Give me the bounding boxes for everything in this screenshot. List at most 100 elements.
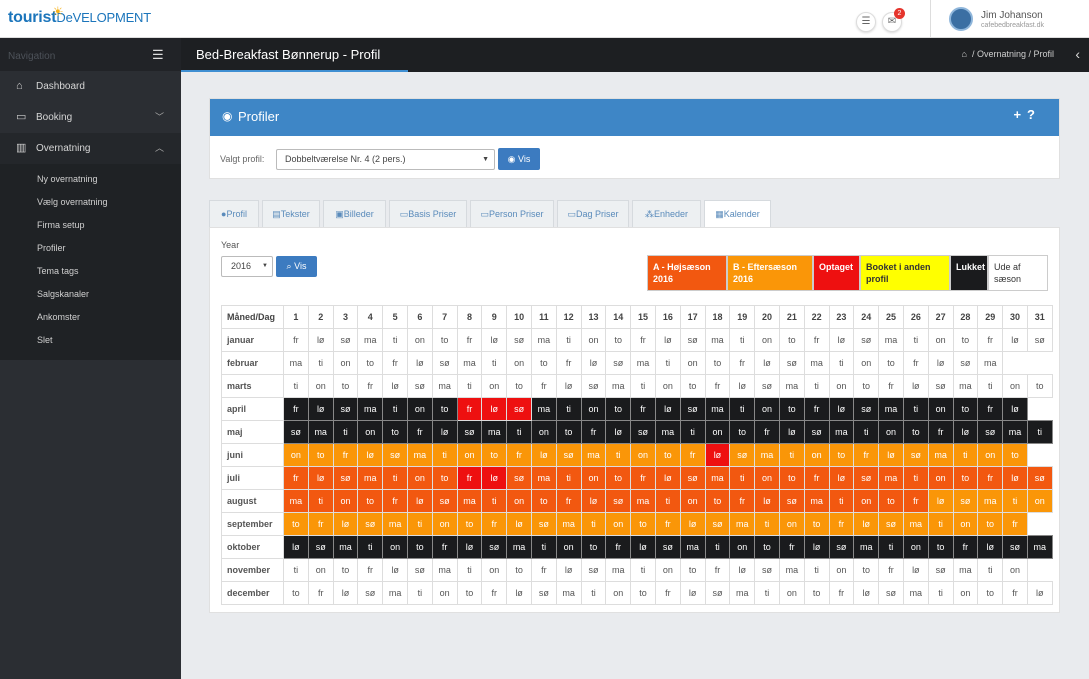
day-cell[interactable]: fr bbox=[902, 489, 929, 513]
day-cell[interactable]: lø bbox=[828, 397, 855, 421]
day-cell[interactable]: fr bbox=[803, 466, 830, 490]
day-cell[interactable]: fr bbox=[456, 466, 483, 490]
day-cell[interactable]: lø bbox=[307, 397, 334, 421]
day-cell[interactable]: fr bbox=[530, 558, 557, 582]
day-cell[interactable]: sø bbox=[878, 512, 904, 536]
day-cell[interactable]: to bbox=[382, 420, 408, 444]
day-cell[interactable]: to bbox=[927, 535, 954, 559]
day-cell[interactable]: ti bbox=[580, 581, 607, 605]
day-cell[interactable]: on bbox=[679, 489, 706, 513]
day-cell[interactable]: to bbox=[853, 374, 880, 398]
day-cell[interactable]: on bbox=[754, 397, 780, 421]
day-cell[interactable]: lø bbox=[878, 443, 904, 467]
day-cell[interactable]: to bbox=[977, 581, 1004, 605]
day-cell[interactable]: ti bbox=[654, 489, 681, 513]
day-cell[interactable]: sø bbox=[530, 581, 557, 605]
day-cell[interactable]: to bbox=[952, 466, 979, 490]
day-cell[interactable]: on bbox=[654, 374, 681, 398]
day-cell[interactable]: ti bbox=[704, 535, 731, 559]
day-cell[interactable]: to bbox=[803, 512, 830, 536]
day-cell[interactable]: sø bbox=[828, 535, 855, 559]
tab-basis-priser[interactable]: ▭Basis Priser bbox=[389, 200, 467, 227]
day-cell[interactable]: lø bbox=[803, 535, 830, 559]
day-cell[interactable]: sø bbox=[630, 420, 656, 444]
chevron-left-icon[interactable]: ‹ bbox=[1075, 46, 1080, 62]
day-cell[interactable]: ti bbox=[406, 581, 433, 605]
day-cell[interactable]: on bbox=[952, 512, 979, 536]
day-cell[interactable]: sø bbox=[530, 512, 557, 536]
tab-enheder[interactable]: ⁂Enheder bbox=[632, 200, 701, 227]
day-cell[interactable]: lø bbox=[828, 466, 855, 490]
plus-icon[interactable]: + bbox=[1013, 107, 1028, 122]
day-cell[interactable]: on bbox=[927, 397, 954, 421]
day-cell[interactable]: ti bbox=[283, 558, 309, 582]
day-cell[interactable]: ma bbox=[729, 512, 756, 536]
day-cell[interactable]: sø bbox=[382, 443, 408, 467]
day-cell[interactable]: sø bbox=[927, 374, 954, 398]
day-cell[interactable]: lø bbox=[654, 328, 681, 352]
tab-tekster[interactable]: ▤Tekster bbox=[262, 200, 320, 227]
day-cell[interactable]: to bbox=[704, 351, 731, 375]
day-cell[interactable]: lø bbox=[555, 558, 582, 582]
day-cell[interactable]: ti bbox=[754, 581, 780, 605]
day-cell[interactable]: on bbox=[828, 374, 855, 398]
day-cell[interactable]: ti bbox=[754, 512, 780, 536]
day-cell[interactable]: lø bbox=[902, 558, 929, 582]
day-cell[interactable]: ti bbox=[729, 397, 756, 421]
day-cell[interactable]: on bbox=[828, 558, 855, 582]
day-cell[interactable]: ma bbox=[952, 374, 979, 398]
day-cell[interactable]: fr bbox=[927, 420, 954, 444]
day-cell[interactable]: fr bbox=[357, 374, 384, 398]
day-cell[interactable]: ma bbox=[530, 397, 557, 421]
day-cell[interactable]: sø bbox=[283, 420, 309, 444]
day-cell[interactable]: lø bbox=[307, 328, 334, 352]
day-cell[interactable]: sø bbox=[927, 558, 954, 582]
day-cell[interactable]: lø bbox=[555, 374, 582, 398]
day-cell[interactable]: to bbox=[853, 558, 880, 582]
day-cell[interactable]: fr bbox=[828, 512, 855, 536]
day-cell[interactable]: on bbox=[580, 466, 607, 490]
subnav-item-profiler[interactable]: Profiler bbox=[37, 243, 66, 253]
day-cell[interactable]: sø bbox=[605, 489, 632, 513]
day-cell[interactable]: on bbox=[754, 466, 780, 490]
tab-person-priser[interactable]: ▭Person Priser bbox=[470, 200, 554, 227]
day-cell[interactable]: ma bbox=[431, 374, 458, 398]
day-cell[interactable]: sø bbox=[431, 351, 458, 375]
day-cell[interactable]: to bbox=[654, 443, 681, 467]
day-cell[interactable]: on bbox=[1002, 558, 1028, 582]
day-cell[interactable]: lø bbox=[506, 512, 532, 536]
day-cell[interactable]: sø bbox=[679, 466, 706, 490]
day-cell[interactable]: fr bbox=[803, 328, 830, 352]
day-cell[interactable]: fr bbox=[481, 512, 508, 536]
day-cell[interactable]: ti bbox=[307, 489, 334, 513]
day-cell[interactable]: ti bbox=[828, 351, 855, 375]
day-cell[interactable]: on bbox=[704, 420, 731, 444]
day-cell[interactable]: on bbox=[506, 351, 532, 375]
day-cell[interactable]: ti bbox=[605, 443, 632, 467]
subnav-item-ankomster[interactable]: Ankomster bbox=[37, 312, 81, 322]
day-cell[interactable]: lø bbox=[456, 535, 483, 559]
day-cell[interactable]: fr bbox=[654, 512, 681, 536]
day-cell[interactable]: on bbox=[605, 512, 632, 536]
tab-billeder[interactable]: ▣Billeder bbox=[323, 200, 386, 227]
day-cell[interactable]: lø bbox=[729, 558, 756, 582]
day-cell[interactable]: ti bbox=[803, 374, 830, 398]
day-cell[interactable]: sø bbox=[481, 535, 508, 559]
day-cell[interactable]: ma bbox=[878, 328, 904, 352]
day-cell[interactable]: sø bbox=[555, 443, 582, 467]
day-cell[interactable]: fr bbox=[283, 328, 309, 352]
day-cell[interactable]: ti bbox=[952, 443, 979, 467]
day-cell[interactable]: sø bbox=[977, 420, 1004, 444]
day-cell[interactable]: lø bbox=[481, 466, 508, 490]
day-cell[interactable]: sø bbox=[679, 397, 706, 421]
day-cell[interactable]: ti bbox=[630, 374, 656, 398]
day-cell[interactable]: ti bbox=[406, 512, 433, 536]
day-cell[interactable]: on bbox=[630, 443, 656, 467]
day-cell[interactable]: ma bbox=[605, 374, 632, 398]
day-cell[interactable]: on bbox=[927, 328, 954, 352]
day-cell[interactable]: to bbox=[431, 397, 458, 421]
day-cell[interactable]: lø bbox=[481, 328, 508, 352]
day-cell[interactable]: fr bbox=[357, 558, 384, 582]
day-cell[interactable]: sø bbox=[704, 512, 731, 536]
day-cell[interactable]: on bbox=[406, 328, 433, 352]
